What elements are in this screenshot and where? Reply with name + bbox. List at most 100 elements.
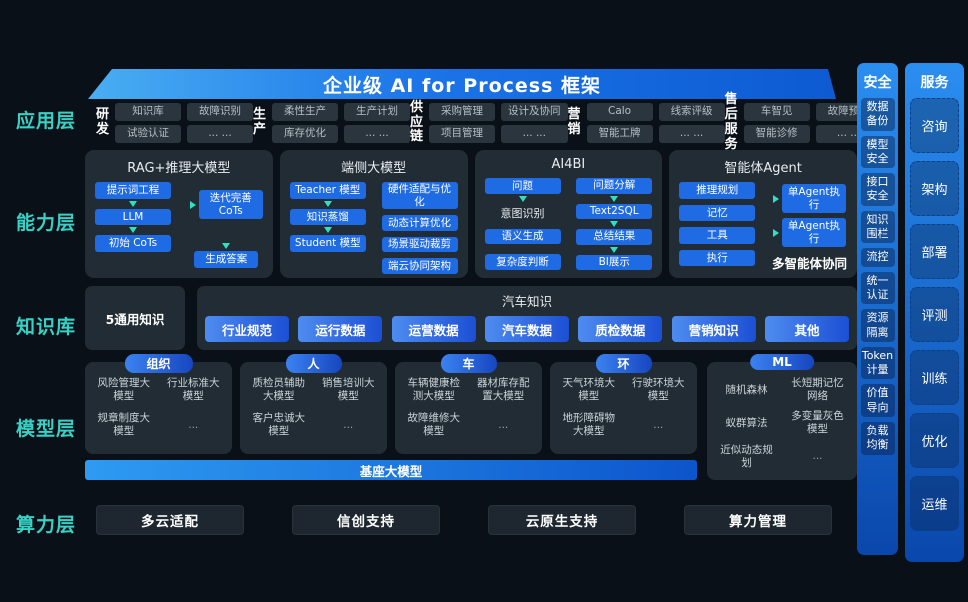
knowledge-item: 其他 — [764, 316, 849, 342]
arrow-down-icon — [610, 246, 619, 253]
model-item: 地形障碍物大模型 — [562, 412, 616, 438]
capability-node: 语义生成 — [484, 228, 561, 245]
framework-title: 企业级 AI for Process 框架 — [322, 74, 602, 97]
service-item: 评测 — [910, 287, 959, 342]
app-item: 柔性生产 — [272, 103, 339, 121]
app-item: 试验认证 — [115, 125, 182, 143]
arrow-down-icon — [323, 200, 332, 207]
arrow-down-icon — [222, 243, 231, 250]
capability-node: 端云协同架构 — [381, 258, 458, 274]
capability-node: 生成答案 — [194, 251, 259, 268]
capability-node: 迭代完善CoTs — [198, 190, 263, 220]
app-item: 智能工牌 — [586, 125, 653, 143]
layer-label-knowledge: 知识库 — [16, 316, 77, 338]
app-item: Calo — [586, 103, 653, 121]
capability-node: 记忆 — [679, 204, 756, 222]
auto-knowledge-panel: 汽车知识 行业规范 运行数据 运营数据 汽车数据 质检数据 营销知识 其他 — [197, 286, 857, 350]
capability-node: 单Agent执行 — [781, 218, 846, 248]
app-group-label: 售后服务 — [724, 92, 738, 152]
app-group-label: 研发 — [96, 107, 110, 137]
capability-node: 知识蒸馏 — [289, 208, 366, 226]
arrow-right-icon — [189, 200, 196, 209]
security-item: 统一认证 — [860, 271, 895, 305]
panel-ai4bi: AI4BI 问题 意图识别 语义生成 复杂度判断 问题分解 Text2SQL 总… — [474, 150, 663, 278]
capability-node: 问题分解 — [576, 178, 653, 194]
capability-node: 单Agent执行 — [781, 184, 846, 214]
capability-node: BI展示 — [576, 254, 653, 270]
panel-title: AI4BI — [551, 157, 586, 172]
model-item: ... — [498, 418, 509, 431]
panel-title: 端侧大模型 — [341, 161, 407, 176]
services-column: 服务 咨询 架构 部署 评测 训练 优化 运维 — [905, 63, 964, 562]
arrow-down-icon — [129, 227, 137, 234]
app-group-rd: 研发 知识库 试验认证 故障识别 ... ... — [96, 103, 254, 143]
model-group-pill: 人 — [285, 354, 342, 373]
capability-node: 硬件适配与优化 — [381, 182, 458, 210]
model-item: ... — [812, 450, 823, 463]
multi-agent-label: 多智能体协同 — [771, 256, 847, 272]
security-item: 负载均衡 — [860, 422, 895, 455]
model-layer-row: 组织 风险管理大模型 行业标准大模型 规章制度大模型 ... 人 质检员辅助大模… — [85, 354, 857, 480]
app-group-label: 生产 — [253, 107, 267, 137]
model-item: ... — [343, 418, 354, 431]
app-item: 项目管理 — [429, 125, 496, 143]
model-item: ... — [653, 418, 664, 431]
service-item: 优化 — [910, 413, 959, 468]
capability-node: 总结结果 — [576, 229, 653, 245]
model-item: 多变量灰色模型 — [791, 410, 844, 436]
panel-edge-model: 端侧大模型 Teacher 模型 知识蒸馏 Student 模型 硬件适配与优化… — [279, 150, 468, 278]
app-group-label: 营销 — [567, 107, 581, 137]
app-item: 车智见 — [743, 103, 810, 121]
compute-item: 多云适配 — [96, 505, 244, 535]
service-item: 训练 — [910, 350, 959, 405]
model-item: 长短期记忆网络 — [791, 377, 844, 403]
app-item: 生产计划 — [344, 103, 411, 121]
app-item: 设计及协同 — [501, 103, 568, 121]
security-item: 接口安全 — [860, 173, 895, 206]
app-item: ... ... — [187, 125, 254, 143]
panel-rag-reasoning: RAG+推理大模型 提示词工程 LLM 初始 CoTs 迭代完善CoTs — [85, 150, 273, 278]
knowledge-item: 运行数据 — [298, 316, 383, 342]
layer-label-application: 应用层 — [16, 110, 77, 132]
model-group-ml: ML 随机森林 长短期记忆网络 蚁群算法 多变量灰色模型 近似动态规划 ... — [707, 354, 857, 480]
capability-text: 意图识别 — [500, 206, 545, 220]
arrow-down-icon — [610, 195, 619, 202]
knowledge-item: 运营数据 — [391, 316, 476, 342]
capability-node: 提示词工程 — [95, 182, 171, 199]
model-group-pill: 环 — [595, 354, 652, 373]
model-group-pill: 组织 — [124, 354, 193, 373]
model-item: 销售培训大模型 — [322, 377, 375, 403]
app-item: 线索评级 — [658, 103, 725, 121]
knowledge-item: 质检数据 — [578, 316, 663, 342]
model-item: 风险管理大模型 — [97, 377, 151, 403]
app-item: 故障识别 — [187, 103, 254, 121]
panel-agent: 智能体Agent 推理规划 记忆 工具 执行 单Agent执行 单Agent执行 — [669, 150, 857, 278]
model-group-person: 人 质检员辅助大模型 销售培训大模型 客户忠诚大模型 ... — [240, 354, 387, 454]
capability-node: 场景驱动裁剪 — [381, 236, 458, 253]
knowledge-layer-row: 5通用知识 汽车知识 行业规范 运行数据 运营数据 汽车数据 质检数据 营销知识… — [85, 286, 857, 350]
model-item: 客户忠诚大模型 — [252, 412, 306, 438]
compute-item: 云原生支持 — [488, 505, 636, 535]
capability-node: Student 模型 — [289, 235, 366, 252]
security-item: Token计量 — [860, 346, 895, 380]
model-item: 行业标准大模型 — [167, 377, 220, 403]
capability-node: 工具 — [679, 227, 756, 244]
layer-label-compute: 算力层 — [16, 514, 77, 536]
arrow-right-icon — [772, 228, 779, 237]
app-item: 采购管理 — [429, 103, 496, 121]
model-group-environment: 环 天气环境大模型 行驶环境大模型 地形障碍物大模型 ... — [550, 354, 697, 454]
model-item: 行驶环境大模型 — [632, 377, 685, 403]
model-group-vehicle: 车 车辆健康检测大模型 器材库存配置大模型 故障维修大模型 ... — [395, 354, 542, 454]
capability-node: Text2SQL — [576, 203, 653, 219]
security-title: 安全 — [863, 75, 892, 91]
model-item: 规章制度大模型 — [97, 412, 151, 438]
service-item: 咨询 — [910, 98, 959, 153]
service-item: 运维 — [910, 476, 959, 531]
application-layer-row: 研发 知识库 试验认证 故障识别 ... ... 生产 柔性生产 库存优化 生产… — [96, 92, 882, 152]
app-group-label: 供应链 — [410, 99, 424, 145]
model-group-pill: 车 — [440, 354, 497, 373]
app-item: ... ... — [658, 125, 725, 143]
services-title: 服务 — [920, 75, 949, 91]
compute-item: 算力管理 — [684, 505, 832, 535]
